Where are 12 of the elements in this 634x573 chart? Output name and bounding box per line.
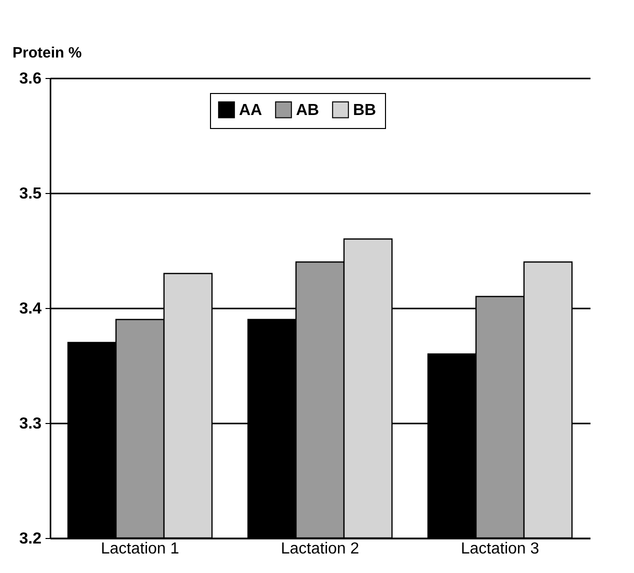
y-tick-label: 3.5: [19, 186, 42, 202]
y-tick-label: 3.3: [19, 416, 42, 432]
legend-label: BB: [353, 102, 376, 119]
legend-label: AA: [239, 102, 263, 119]
y-tick-label: 3.6: [19, 70, 42, 88]
legend-label: AB: [296, 102, 320, 119]
y-tick-label: 3.4: [19, 300, 42, 318]
x-tick-label: Lactation 2: [280, 540, 360, 558]
x-tick-label: Lactation 3: [460, 540, 540, 558]
y-axis-title: Protein %: [12, 44, 82, 62]
x-tick-label: Lactation 1: [100, 540, 180, 558]
y-tick-label: 3.2: [19, 530, 42, 548]
